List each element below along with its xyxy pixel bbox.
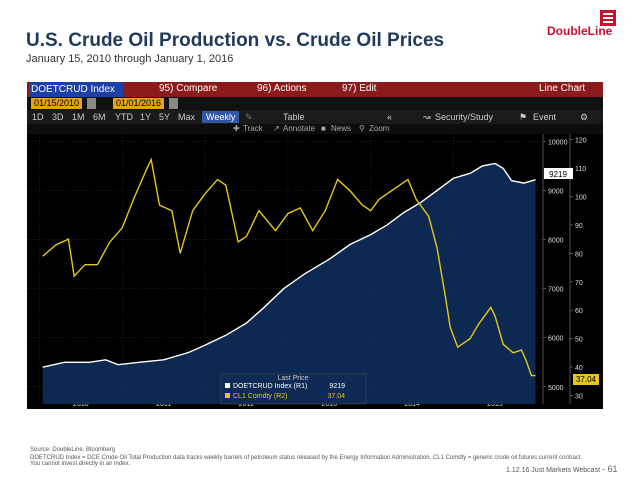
start-date-input[interactable]: 01/15/2010 — [31, 98, 83, 109]
zoom-icon[interactable]: ⚲ — [359, 124, 365, 133]
event-flag-icon[interactable]: ⚑ — [519, 112, 528, 122]
collapse-icon[interactable]: « — [387, 112, 393, 122]
page-title: U.S. Crude Oil Production vs. Crude Oil … — [26, 30, 445, 51]
last-value-tag-cl1-bg — [573, 374, 599, 385]
tick-label-left-10000: 10000 — [548, 139, 568, 146]
tick-label-right-100: 100 — [575, 195, 587, 202]
security-study-icon[interactable]: ↝ — [423, 112, 431, 122]
period-1m[interactable]: 1M — [72, 112, 85, 122]
legend-swatch-doetcrud — [225, 383, 230, 388]
production-area-fill — [42, 163, 536, 404]
period-5y[interactable]: 5Y — [159, 112, 171, 122]
chart-type-label: Line Chart — [539, 83, 586, 94]
tick-label-x-2013: 2013 — [322, 401, 338, 408]
news-icon[interactable]: ■ — [321, 124, 326, 133]
legend-value-doetcrud: 9219 — [329, 383, 345, 390]
start-calendar-icon[interactable] — [87, 98, 96, 109]
tick-label-left-7000: 7000 — [548, 287, 564, 294]
tool-bar: ✚ Track ↗ Annotate ■ News ⚲ Zoom — [27, 124, 603, 134]
slide-footer: 1.12.16 Just Markets Webcast - 61 — [506, 464, 618, 474]
page-number: 61 — [607, 464, 618, 474]
tick-label-x-2014: 2014 — [404, 401, 420, 408]
page-subtitle: January 15, 2010 through January 1, 2016 — [26, 53, 234, 65]
line-chart: 5000 6000 7000 8000 9000 10000 30 40 50 60 70 80 90… — [27, 134, 603, 409]
last-value-tag-doetcrud-bg — [544, 168, 573, 179]
compare-menu[interactable]: 95) Compare — [159, 83, 218, 94]
annotate-tool[interactable]: Annotate — [283, 124, 316, 133]
tick-label-right-40: 40 — [575, 365, 583, 372]
tick-label-x-2011: 2011 — [156, 401, 171, 408]
tick-label-right-70: 70 — [575, 280, 583, 287]
tick-label-right-90: 90 — [575, 223, 583, 230]
legend-swatch-cl1 — [225, 393, 230, 398]
logo-text: DoubleLine — [547, 24, 613, 38]
series-line-cl1 — [42, 157, 536, 377]
tick-label-left-5000: 5000 — [548, 385, 564, 392]
period-ytd[interactable]: YTD — [115, 112, 133, 122]
event-button[interactable]: Event — [533, 112, 557, 122]
period-3d[interactable]: 3D — [52, 112, 64, 122]
tick-label-right-120: 120 — [575, 138, 587, 145]
legend-label-doetcrud: DOETCRUD Index (R1) — [233, 383, 307, 390]
doubleline-logo: DoubleLine — [547, 10, 617, 48]
gear-icon[interactable]: ⚙ — [580, 112, 589, 122]
ticker-field[interactable]: DOETCRUD Index — [29, 82, 123, 97]
zoom-tool[interactable]: Zoom — [369, 124, 390, 133]
description-note: DOETCRUD Index = DCE Crude Oil Total Pro… — [30, 455, 583, 467]
source-note: Source: DoubleLine, Bloomberg — [30, 447, 116, 453]
last-value-tags: 9219 37.04 — [544, 168, 599, 385]
period-1d[interactable]: 1D — [32, 112, 44, 122]
last-value-tag-cl1: 37.04 — [576, 375, 597, 384]
frequency-dropdown[interactable]: Weekly — [202, 111, 240, 123]
legend-title: Last Price — [277, 375, 308, 382]
tick-label-right-110: 110 — [575, 166, 586, 173]
tick-label-right-80: 80 — [575, 251, 583, 258]
annotate-icon[interactable]: ↗ — [273, 124, 280, 133]
last-value-tag-doetcrud: 9219 — [549, 170, 567, 179]
period-1y[interactable]: 1Y — [140, 112, 152, 122]
legend: Last Price DOETCRUD Index (R1) 9219 CL1 … — [220, 373, 367, 405]
tick-label-left-6000: 6000 — [548, 336, 564, 343]
period-6m[interactable]: 6M — [93, 112, 106, 122]
end-date-input[interactable]: 01/01/2016 — [113, 98, 165, 109]
tick-label-x-2012: 2012 — [239, 401, 255, 408]
tick-label-x-2015: 2015 — [487, 401, 503, 408]
security-study-button[interactable]: Security/Study — [435, 112, 494, 122]
tick-label-left-8000: 8000 — [548, 238, 564, 245]
legend-value-cl1: 37.04 — [327, 393, 345, 400]
date-range-bar: 01/15/2010 01/01/2016 — [27, 97, 603, 110]
period-max[interactable]: Max — [178, 112, 196, 122]
tick-label-right-50: 50 — [575, 337, 583, 344]
edit-lines-icon[interactable]: ✎ — [245, 112, 253, 122]
period-bar: 1D 3D 1M 6M YTD 1Y 5Y Max Weekly ✎ Table… — [27, 110, 603, 124]
news-tool[interactable]: News — [331, 124, 352, 133]
end-calendar-icon[interactable] — [169, 98, 178, 109]
command-bar: DOETCRUD Index 95) Compare 96) Actions 9… — [27, 82, 603, 97]
legend-label-cl1: CL1 Comdty (R2) — [233, 393, 287, 400]
tick-label-right-60: 60 — [575, 308, 583, 315]
webcast-label: 1.12.16 Just Markets Webcast — [506, 467, 601, 474]
track-tool[interactable]: Track — [243, 124, 263, 133]
tick-label-x-2010: 2010 — [73, 401, 89, 408]
tick-label-right-30: 30 — [575, 393, 583, 400]
logo-mark-icon — [600, 10, 616, 26]
track-icon[interactable]: ✚ — [233, 124, 240, 133]
series-line-doetcrud — [42, 162, 536, 368]
tick-label-left-9000: 9000 — [548, 188, 564, 195]
actions-menu[interactable]: 96) Actions — [257, 83, 307, 94]
bloomberg-chart-panel: DOETCRUD Index 95) Compare 96) Actions 9… — [27, 82, 603, 409]
edit-menu[interactable]: 97) Edit — [342, 83, 377, 94]
table-button[interactable]: Table — [283, 112, 305, 122]
